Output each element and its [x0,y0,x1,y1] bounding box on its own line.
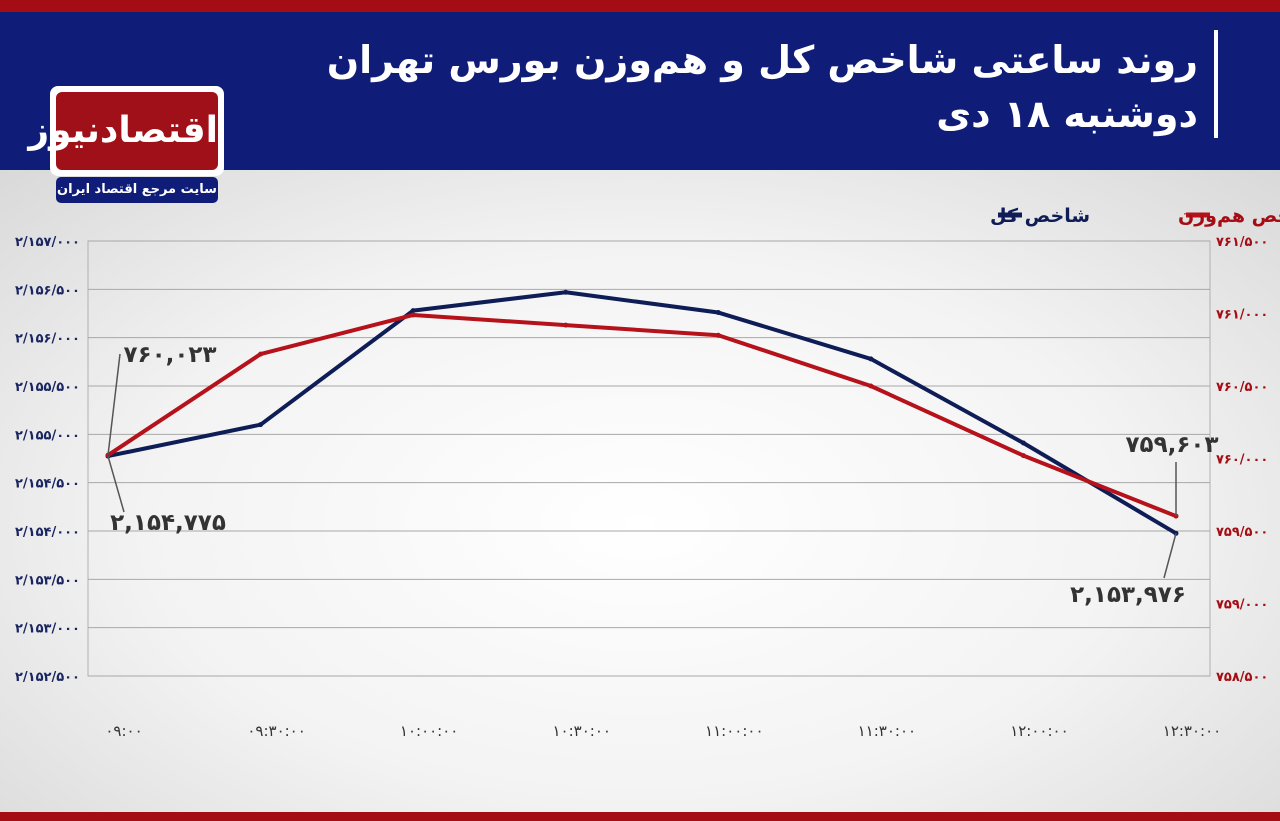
x-axis-tick-label: ۰۹:۰۰ [105,722,142,740]
right-axis-tick-label: ۷۵۹/۰۰۰ [1216,598,1268,613]
total-index-point [1020,440,1026,446]
annotation-leader-line [107,353,121,456]
plot-background [0,170,1280,812]
x-axis-tick-label: ۱۱:۳۰:۰۰ [858,722,916,740]
x-axis-tick-label: ۱۰:۳۰:۰۰ [552,722,610,740]
right-axis-tick-label: ۷۵۸/۵۰۰ [1216,670,1268,685]
x-axis-tick-label: ۱۲:۰۰:۰۰ [1010,722,1068,740]
plot-frame [87,240,1211,677]
chart-title: روند ساعتی شاخص کل و هم‌وزن بورس تهران [326,38,1198,82]
left-axis-tick-label: ۲/۱۵۴/۰۰۰ [15,525,80,540]
x-axis-tick-label: ۰۹:۳۰:۰۰ [247,722,305,740]
data-annotation: ۷۵۹,۶۰۳ [1126,432,1219,458]
x-axis-tick-label: ۱۱:۰۰:۰۰ [705,722,763,740]
left-axis-tick-label: ۲/۱۵۷/۰۰۰ [15,235,80,250]
left-axis-tick-label: ۲/۱۵۲/۵۰۰ [15,670,80,685]
right-axis-tick-label: ۷۶۱/۵۰۰ [1216,235,1268,250]
x-axis-tick-label: ۱۰:۰۰:۰۰ [400,722,458,740]
left-axis-tick-label: ۲/۱۵۳/۵۰۰ [15,573,80,588]
legend-total-label: شاخص کل [990,205,1090,227]
left-axis-tick-label: ۲/۱۵۶/۰۰۰ [15,332,80,347]
brand-tagline: سایت مرجع اقتصاد ایران [56,177,218,203]
equal-weight-index-point [563,322,569,328]
annotation-leader-line [107,455,125,513]
left-axis-tick-label: ۲/۱۵۳/۰۰۰ [15,622,80,637]
equal-weight-index-point [1020,453,1026,459]
left-axis-tick-label: ۲/۱۵۵/۵۰۰ [15,380,80,395]
total-index-point [410,308,416,314]
bottom-accent-stripe [0,812,1280,821]
total-index-line [106,290,1178,536]
brand-logo: اقتصادنیوز [28,86,224,176]
annotation-leader-line [1163,533,1177,579]
total-index-point [563,289,569,295]
total-index-point [868,356,874,362]
equal-weight-index-point [410,312,416,318]
data-annotation: ۲,۱۵۳,۹۷۶ [1070,582,1186,608]
data-annotation: ۷۶۰,۰۲۳ [124,342,217,368]
equal-weight-index-line [106,312,1178,519]
right-axis-tick-label: ۷۶۰/۰۰۰ [1216,453,1268,468]
right-axis-tick-label: ۷۶۰/۵۰۰ [1216,380,1268,395]
equal-weight-index-point [258,351,264,357]
title-divider [1214,30,1218,138]
left-axis-tick-label: ۲/۱۵۵/۰۰۰ [15,428,80,443]
legend-equal-weight-label: شاخص هم‌وزن [1178,205,1280,227]
left-axis-tick-label: ۲/۱۵۶/۵۰۰ [15,283,80,298]
chart-subtitle: دوشنبه ۱۸ دی [936,92,1198,136]
left-axis-tick-label: ۲/۱۵۴/۵۰۰ [15,477,80,492]
top-accent-stripe [0,0,1280,12]
total-index-point [258,422,264,428]
brand-logo-text: اقتصادنیوز [28,92,218,170]
total-index-point [715,310,721,316]
data-annotation: ۲,۱۵۴,۷۷۵ [110,510,226,536]
equal-weight-index-point [868,383,874,389]
right-axis-tick-label: ۷۵۹/۵۰۰ [1216,525,1268,540]
right-axis-tick-label: ۷۶۱/۰۰۰ [1216,308,1268,323]
x-axis-tick-label: ۱۲:۳۰:۰۰ [1163,722,1221,740]
equal-weight-index-point [715,332,721,338]
